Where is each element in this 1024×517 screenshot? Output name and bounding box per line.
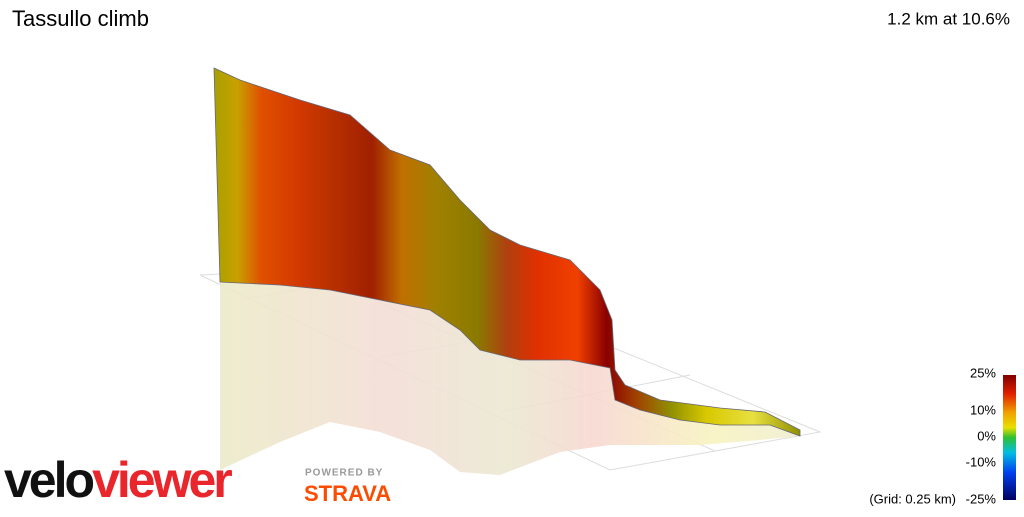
scale-label: 10% (970, 402, 996, 417)
logo-red: viewer (92, 452, 232, 508)
profile-wall (213, 67, 801, 437)
scale-label: 0% (977, 428, 996, 443)
partner-logo: STRAVA (304, 481, 391, 506)
logo: veloviewer (4, 452, 232, 508)
scale-label: -10% (966, 454, 997, 469)
powered-by: POWERED BY (305, 468, 383, 479)
scale-label: 25% (970, 365, 996, 380)
title: Tassullo climb (12, 6, 149, 31)
summary: 1.2 km at 10.6% (887, 9, 1010, 28)
grid-note: (Grid: 0.25 km) (869, 491, 956, 506)
profile-reflection (220, 282, 800, 475)
scale-label: -25% (966, 491, 997, 506)
gradient-scale (1003, 375, 1016, 500)
logo-dark: velo (4, 452, 94, 508)
